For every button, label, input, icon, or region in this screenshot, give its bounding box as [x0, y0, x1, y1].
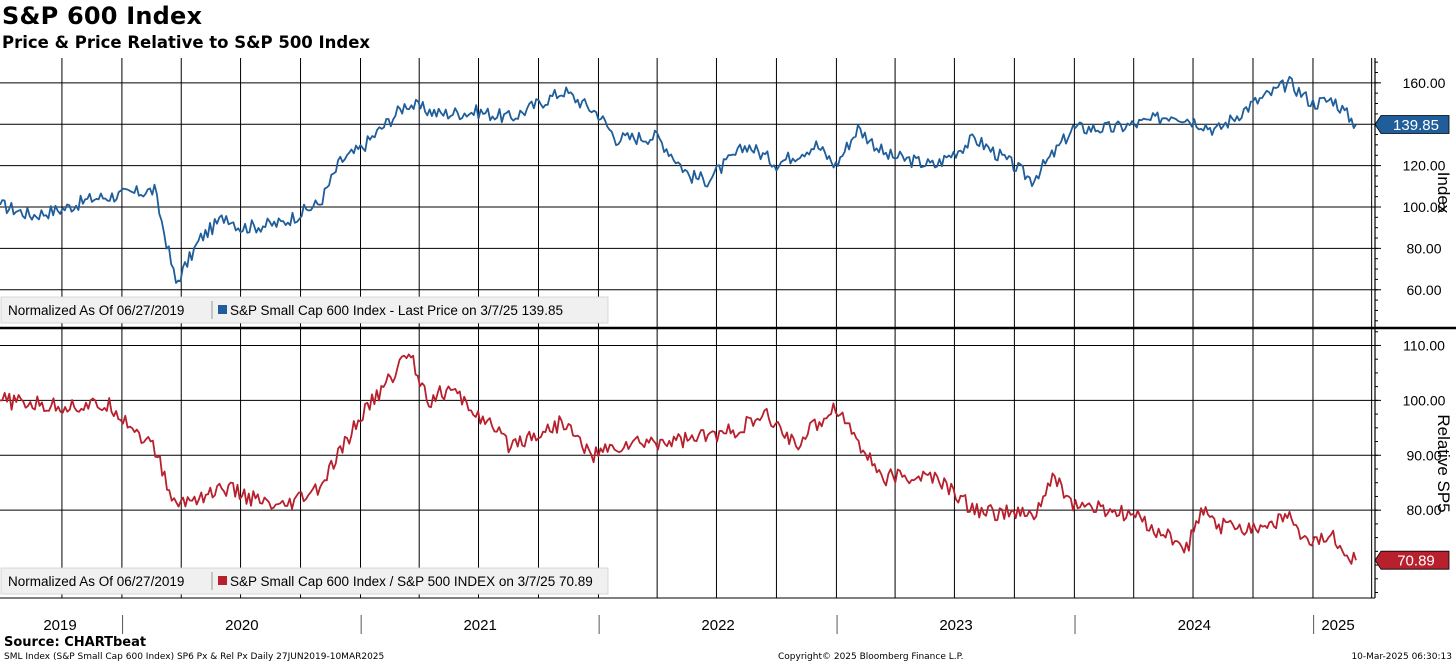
y-tick-label: 80.00 — [1406, 502, 1441, 518]
legend-swatch — [218, 576, 227, 585]
x-year-label: 2022 — [701, 617, 734, 634]
y-axis-title: Index — [1434, 172, 1453, 214]
x-year-label: 2019 — [43, 617, 76, 634]
axis-layer: 160.00140.00120.00100.0080.0060.00139.85… — [0, 58, 1456, 634]
grid-layer — [0, 58, 1375, 598]
y-tick-label: 160.00 — [1403, 75, 1446, 91]
y-tick-label: 110.00 — [1403, 337, 1445, 353]
y-axis-title: Relative SP5 — [1434, 414, 1453, 512]
last-value-flag — [1374, 550, 1450, 570]
y-tick-label: 80.00 — [1406, 240, 1441, 256]
footer-copyright: Copyright© 2025 Bloomberg Finance L.P. — [778, 652, 964, 662]
x-year-label: 2024 — [1178, 617, 1211, 634]
x-year-label: 2021 — [463, 617, 496, 634]
legend-note: Normalized As Of 06/27/2019 — [8, 574, 184, 589]
legend-box — [0, 296, 609, 324]
y-tick-label: 120.00 — [1403, 158, 1446, 174]
x-year-label: 2023 — [939, 617, 972, 634]
footer-description: SML Index (S&P Small Cap 600 Index) SP6 … — [4, 652, 385, 662]
chart-title: S&P 600 Index — [2, 2, 203, 30]
relative-series-line — [0, 353, 1357, 565]
chart-subtitle: Price & Price Relative to S&P 500 Index — [2, 33, 371, 52]
y-tick-label: 100.00 — [1403, 199, 1446, 215]
legend-entry: S&P Small Cap 600 Index - Last Price on … — [230, 303, 563, 318]
legend-box — [0, 567, 609, 595]
source-note: Source: CHARTbeat — [4, 635, 147, 650]
last-value-flag — [1374, 115, 1450, 134]
y-tick-label: 100.00 — [1403, 392, 1446, 408]
x-year-label: 2025 — [1321, 617, 1354, 634]
chart-canvas: Normalized As Of 06/27/2019 S&P Small Cap… — [0, 58, 1456, 634]
last-value-label: 70.89 — [1397, 553, 1435, 570]
y-tick-label: 60.00 — [1406, 282, 1441, 298]
last-value-label: 139.85 — [1393, 117, 1439, 134]
price-series-line — [0, 75, 1357, 284]
footer-timestamp: 10-Mar-2025 06:30:13 — [1351, 652, 1452, 662]
series-layer — [0, 75, 1357, 565]
legend-note: Normalized As Of 06/27/2019 — [8, 303, 184, 318]
x-year-label: 2020 — [225, 617, 258, 634]
legend-swatch — [218, 305, 227, 314]
legend-layer: Normalized As Of 06/27/2019 S&P Small Cap… — [0, 296, 609, 595]
legend-entry: S&P Small Cap 600 Index / S&P 500 INDEX … — [230, 574, 593, 589]
y-tick-label: 90.00 — [1406, 447, 1441, 463]
